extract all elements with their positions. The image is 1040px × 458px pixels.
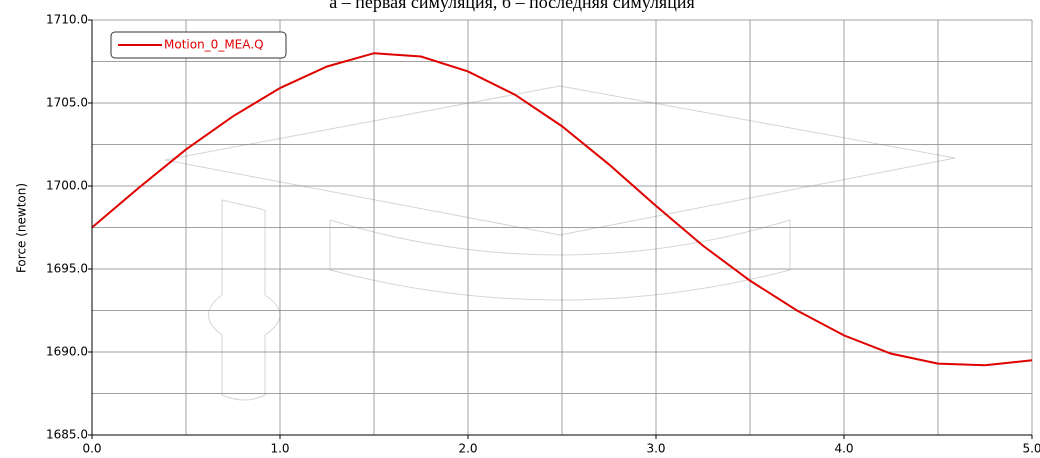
watermark	[164, 85, 956, 401]
y-tick-label: 1700.0	[46, 179, 88, 193]
series-layer	[91, 52, 1033, 367]
y-axis-label: Force (newton)	[15, 183, 29, 273]
chart-title: а – первая симуляция, б – последняя симу…	[329, 0, 695, 12]
y-tick-label: 1695.0	[46, 262, 88, 276]
legend-label: Motion_0_MEA.Q	[164, 38, 264, 52]
y-tick-label: 1710.0	[46, 13, 88, 27]
legend: Motion_0_MEA.Q	[110, 31, 287, 59]
x-tick-label: 1.0	[270, 442, 289, 456]
x-tick-label: 4.0	[834, 442, 853, 456]
y-tick-label: 1705.0	[46, 96, 88, 110]
legend-box	[110, 31, 287, 59]
x-tick-label: 3.0	[646, 442, 665, 456]
x-tick-label: 5.0	[1022, 442, 1040, 456]
y-tick-label: 1685.0	[46, 428, 88, 442]
x-tick-label: 2.0	[458, 442, 477, 456]
x-tick-label: 0.0	[82, 442, 101, 456]
grid	[91, 19, 1033, 436]
y-tick-label: 1690.0	[46, 345, 88, 359]
line	[91, 52, 1033, 367]
